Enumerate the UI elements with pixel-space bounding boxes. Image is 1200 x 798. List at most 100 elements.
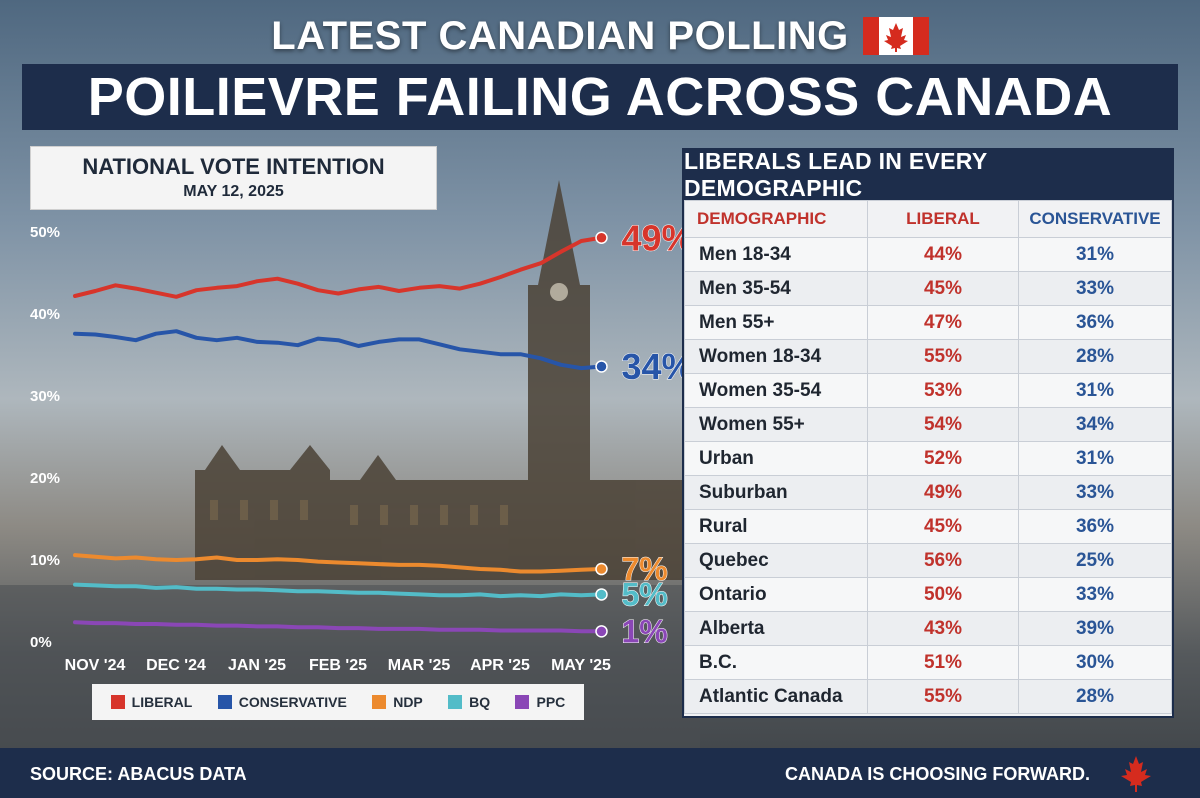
series-end-marker-liberal (595, 231, 608, 244)
legend-label: PPC (536, 694, 566, 710)
legend-label: BQ (469, 694, 491, 710)
cell-conservative: 31% (1018, 441, 1172, 476)
legend-label: CONSERVATIVE (238, 694, 347, 710)
x-tick-label: MAY '25 (551, 657, 611, 674)
table-row: Quebec 56% 25% (684, 543, 1172, 578)
series-end-label-bq: 5% (622, 577, 668, 613)
legend-swatch (217, 695, 232, 709)
demographic-table-panel: LIBERALS LEAD IN EVERY DEMOGRAPHIC DEMOG… (682, 148, 1174, 718)
cell-demographic: Urban (684, 441, 868, 476)
series-end-marker-conservative (595, 360, 608, 373)
series-line-ppc (73, 620, 604, 634)
headline: POILIEVRE FAILING ACROSS CANADA (87, 67, 1113, 127)
table-row: Alberta 43% 39% (684, 611, 1172, 646)
cell-demographic: B.C. (684, 645, 868, 680)
x-tick-label: DEC '24 (146, 657, 206, 674)
cell-demographic: Rural (684, 509, 868, 544)
cell-conservative: 36% (1018, 305, 1172, 340)
column-header-conservative: CONSERVATIVE (1018, 200, 1172, 238)
tagline: CANADA IS CHOOSING FORWARD. (784, 764, 1090, 784)
cell-demographic: Women 35-54 (684, 373, 868, 408)
cell-conservative: 33% (1018, 577, 1172, 612)
series-line-conservative (73, 329, 604, 371)
table-row: Men 35-54 45% 33% (684, 271, 1172, 306)
chart-legend: LIBERAL CONSERVATIVE NDP BQ PPC (92, 684, 584, 720)
cell-conservative: 31% (1018, 237, 1172, 272)
series-end-label-ppc: 1% (622, 614, 668, 650)
legend-item-conservative: CONSERVATIVE (217, 694, 347, 710)
cell-liberal: 50% (867, 577, 1019, 612)
legend-swatch (515, 695, 530, 709)
cell-conservative: 34% (1018, 407, 1172, 442)
cell-liberal: 56% (867, 543, 1019, 578)
table-row: B.C. 51% 30% (684, 645, 1172, 680)
y-tick-label: 20% (30, 470, 60, 487)
cell-liberal: 44% (867, 237, 1019, 272)
legend-item-ppc: PPC (515, 694, 565, 710)
legend-swatch (372, 695, 387, 709)
x-tick-label: JAN '25 (228, 657, 286, 674)
series-end-marker-ndp (595, 562, 608, 576)
cell-liberal: 55% (867, 339, 1019, 374)
y-tick-label: 10% (30, 552, 60, 569)
table-row: Suburban 49% 33% (684, 475, 1172, 510)
cell-liberal: 55% (867, 679, 1019, 714)
demographic-table: DEMOGRAPHIC LIBERAL CONSERVATIVE Men 18-… (684, 200, 1172, 714)
legend-swatch (110, 695, 125, 709)
legend-label: NDP (393, 694, 423, 710)
cell-conservative: 25% (1018, 543, 1172, 578)
cell-demographic: Women 55+ (684, 407, 868, 442)
series-end-label-conservative: 34% (622, 346, 694, 387)
table-row: Women 55+ 54% 34% (684, 407, 1172, 442)
cell-conservative: 33% (1018, 475, 1172, 510)
series-end-marker-ppc (595, 625, 608, 638)
cell-conservative: 33% (1018, 271, 1172, 306)
series-line-bq (73, 582, 604, 599)
canada-flag-icon (862, 17, 929, 55)
chart-title: NATIONAL VOTE INTENTION (82, 154, 385, 179)
series-line-ndp (73, 553, 604, 574)
cell-conservative: 28% (1018, 679, 1172, 714)
column-header-liberal: LIBERAL (867, 200, 1019, 238)
y-tick-label: 50% (30, 224, 60, 241)
legend-item-ndp: NDP (372, 694, 423, 710)
table-header-row: DEMOGRAPHIC LIBERAL CONSERVATIVE (684, 200, 1172, 238)
table-row: Urban 52% 31% (684, 441, 1172, 476)
x-tick-label: NOV '24 (65, 657, 126, 674)
cell-demographic: Men 35-54 (684, 271, 868, 306)
cell-liberal: 52% (867, 441, 1019, 476)
cell-liberal: 49% (867, 475, 1019, 510)
legend-item-liberal: LIBERAL (110, 694, 192, 710)
cell-demographic: Men 18-34 (684, 237, 868, 272)
series-end-label-ndp: 7% (622, 551, 668, 587)
cell-liberal: 47% (867, 305, 1019, 340)
cell-conservative: 36% (1018, 509, 1172, 544)
table-row: Rural 45% 36% (684, 509, 1172, 544)
y-tick-label: 30% (30, 388, 60, 405)
column-header-demographic: DEMOGRAPHIC (684, 200, 868, 238)
table-title: LIBERALS LEAD IN EVERY DEMOGRAPHIC (684, 148, 1172, 201)
table-row: Women 35-54 53% 31% (684, 373, 1172, 408)
x-tick-label: FEB '25 (309, 657, 367, 674)
header-subtitle-row: LATEST CANADIAN POLLING (0, 8, 1200, 64)
y-tick-label: 0% (30, 634, 52, 651)
chart-date: MAY 12, 2025 (183, 183, 284, 200)
cell-liberal: 53% (867, 373, 1019, 408)
legend-swatch (448, 695, 463, 709)
maple-leaf-icon (1121, 756, 1151, 792)
y-tick-label: 40% (30, 306, 60, 323)
cell-demographic: Men 55+ (684, 305, 868, 340)
series-line-liberal (73, 235, 604, 299)
table-row: Atlantic Canada 55% 28% (684, 679, 1172, 714)
source-credit: SOURCE: ABACUS DATA (30, 764, 247, 784)
cell-liberal: 54% (867, 407, 1019, 442)
cell-conservative: 31% (1018, 373, 1172, 408)
table-row: Men 55+ 47% 36% (684, 305, 1172, 340)
cell-demographic: Ontario (684, 577, 868, 612)
cell-demographic: Women 18-34 (684, 339, 868, 374)
cell-liberal: 45% (867, 271, 1019, 306)
footer-bar: SOURCE: ABACUS DATA CANADA IS CHOOSING F… (0, 748, 1200, 798)
table-row: Women 18-34 55% 28% (684, 339, 1172, 374)
series-end-label-liberal: 49% (622, 217, 694, 258)
